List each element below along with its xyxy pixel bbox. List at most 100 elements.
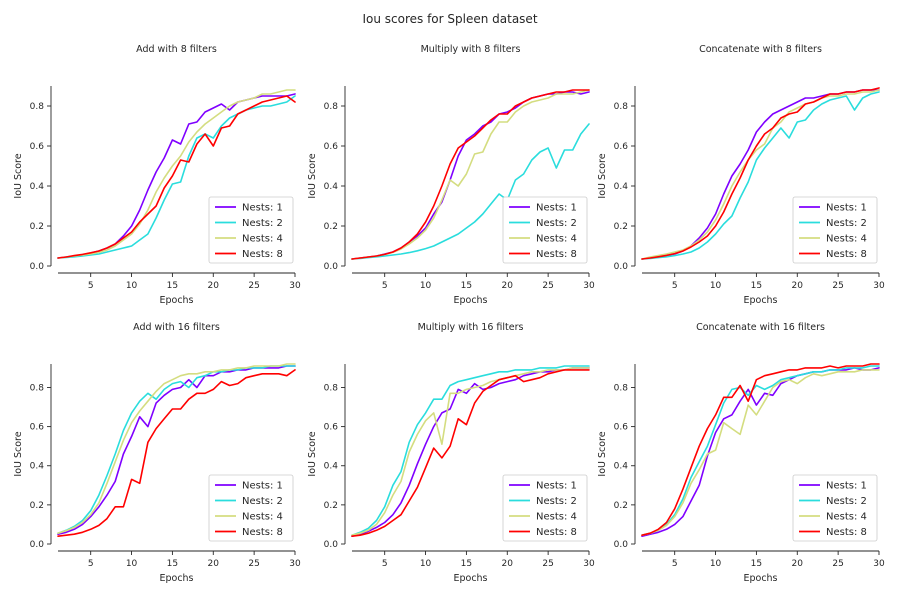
series-line [351,367,590,537]
x-tick-label: 30 [583,281,595,291]
series-line [57,95,296,259]
x-tick-label: 30 [873,281,885,291]
x-tick-label: 5 [382,559,388,569]
y-axis-label: IoU Score [307,431,318,476]
series-line [57,363,296,535]
legend-label: Nests: 2 [242,218,283,229]
y-tick-label: 0.0 [324,262,339,272]
x-tick-label: 20 [502,559,514,569]
subplot-title: Multiply with 16 filters [418,322,524,333]
x-tick-label: 25 [248,281,259,291]
subplot: Concatenate with 16 filters 0.0 0.2 0.4 0.6 0… [597,322,885,584]
legend-label: Nests: 8 [826,527,867,538]
legend-frame [208,196,294,264]
legend-label: Nests: 1 [242,203,283,214]
subplot-title: Concatenate with 16 filters [696,322,825,333]
y-axis-label: IoU Score [307,153,318,198]
x-axis-label: Epochs [743,573,777,584]
y-tick-label: 0.4 [614,462,629,472]
legend-label: Nests: 2 [536,218,577,229]
legend-label: Nests: 1 [536,481,577,492]
legend-label: Nests: 1 [242,481,283,492]
x-axis-label: Epochs [159,295,193,306]
subplot-title: Concatenate with 8 filters [699,44,822,55]
series-line [351,369,590,538]
x-axis-label: Epochs [453,573,487,584]
x-tick-label: 5 [672,559,678,569]
x-tick-label: 5 [88,281,94,291]
subplot: Concatenate with 8 filters 0.0 0.2 0.4 0.6 0.… [597,44,885,306]
x-tick-label: 20 [502,281,514,291]
y-tick-label: 0.8 [30,102,45,112]
legend-label: Nests: 8 [826,249,867,260]
series-line [57,365,296,535]
y-tick-label: 0.6 [614,142,629,152]
legend-frame [502,196,588,264]
legend-label: Nests: 1 [826,481,867,492]
legend-label: Nests: 8 [242,249,283,260]
series-line [351,365,590,537]
x-tick-label: 15 [167,281,178,291]
subplot: Multiply with 8 filters 0.0 0.2 0.4 0.6 0.8 5 1… [307,44,595,306]
subplot-title: Add with 8 filters [136,44,217,55]
legend-label: Nests: 1 [536,203,577,214]
legend-label: Nests: 2 [242,496,283,507]
legend-label: Nests: 4 [242,512,283,523]
figure-title: Iou scores for Spleen dataset [362,12,537,26]
subplot-title: Add with 16 filters [133,322,220,333]
x-tick-label: 25 [832,559,843,569]
y-tick-label: 0.4 [30,462,45,472]
legend-label: Nests: 8 [242,527,283,538]
y-tick-label: 0.2 [30,222,44,232]
x-tick-label: 10 [420,281,432,291]
x-tick-label: 10 [420,559,432,569]
y-tick-label: 0.6 [324,423,339,433]
x-tick-label: 30 [873,559,885,569]
subplot: Add with 8 filters 0.0 0.2 0.4 0.6 0.8 5 10 15 20… [13,44,301,306]
y-axis-label: IoU Score [597,431,608,476]
y-tick-label: 0.4 [614,182,629,192]
series-line [57,95,296,259]
legend: Nests: 1 Nests: 2 Nests: 4 Nests: 8 [502,196,588,264]
x-tick-label: 25 [832,281,843,291]
series-line [641,91,880,260]
x-tick-label: 20 [792,559,804,569]
subplot-grid: Add with 8 filters 0.0 0.2 0.4 0.6 0.8 5 10 15 20… [13,44,885,584]
y-tick-label: 0.4 [324,182,339,192]
y-tick-label: 0.4 [324,462,339,472]
legend-frame [792,196,878,264]
legend-frame [792,474,878,542]
legend-label: Nests: 8 [536,249,577,260]
series-line [351,123,590,260]
x-tick-label: 10 [126,559,138,569]
y-tick-label: 0.4 [30,182,45,192]
x-axis-label: Epochs [159,573,193,584]
x-tick-label: 30 [583,559,595,569]
y-tick-label: 0.6 [30,142,45,152]
series-line [641,89,880,260]
y-tick-label: 0.0 [614,262,629,272]
legend-label: Nests: 2 [826,496,867,507]
legend-label: Nests: 2 [826,218,867,229]
x-tick-label: 30 [289,559,301,569]
x-tick-label: 5 [88,559,94,569]
x-tick-label: 15 [461,281,472,291]
y-axis-label: IoU Score [13,431,24,476]
y-tick-label: 0.2 [324,501,338,511]
series-line [351,89,590,260]
y-tick-label: 0.8 [324,102,339,112]
legend-frame [502,474,588,542]
legend-label: Nests: 1 [826,203,867,214]
legend: Nests: 1 Nests: 2 Nests: 4 Nests: 8 [208,474,294,542]
y-tick-label: 0.8 [30,383,45,393]
legend: Nests: 1 Nests: 2 Nests: 4 Nests: 8 [208,196,294,264]
x-axis-label: Epochs [453,295,487,306]
y-tick-label: 0.0 [30,262,45,272]
series-line [641,369,880,537]
x-tick-label: 30 [289,281,301,291]
series-line [641,87,880,260]
series-line [57,89,296,259]
subplot: Multiply with 16 filters 0.0 0.2 0.4 0.6 0.8 5… [307,322,595,584]
legend-label: Nests: 2 [536,496,577,507]
